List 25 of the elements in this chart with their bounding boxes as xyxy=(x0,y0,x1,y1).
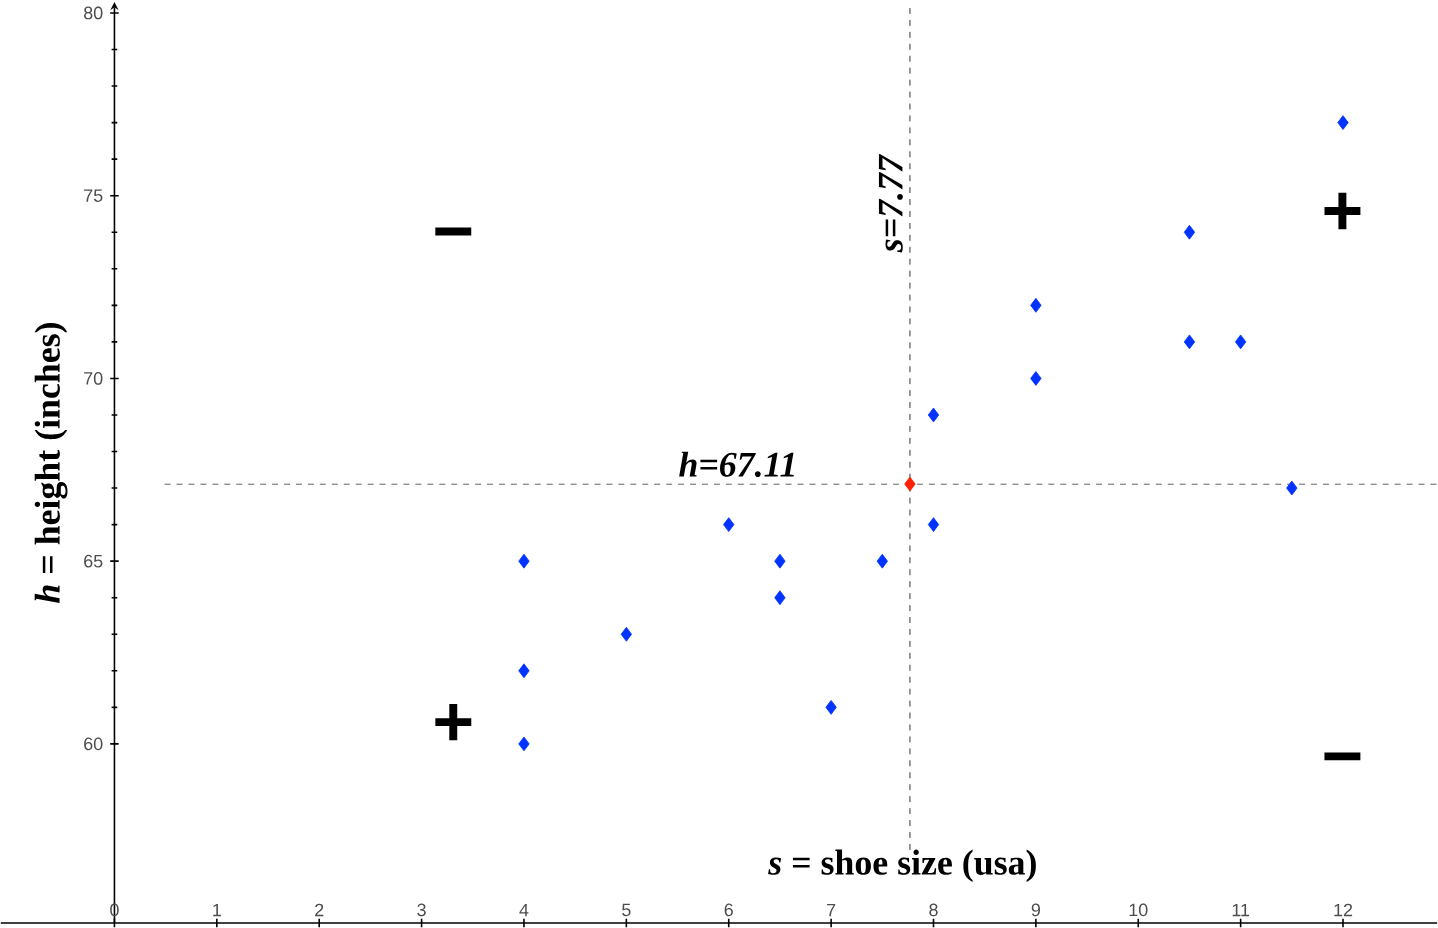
x-tick-label: 10 xyxy=(1129,903,1148,917)
x-tick-label: 8 xyxy=(929,903,938,917)
y-axis-title: h = height (inches) xyxy=(34,323,68,603)
annotation: − xyxy=(1324,752,1361,761)
x-tick-label: 2 xyxy=(315,903,324,917)
y-tick-label: 65 xyxy=(84,554,103,568)
y-tick-label: 80 xyxy=(84,6,103,20)
x-tick-label: 11 xyxy=(1232,903,1250,917)
x-axis-title: s = shoe size (usa) xyxy=(768,849,1036,883)
ref-line-label: h=67.11 xyxy=(679,451,794,478)
x-tick-label: 12 xyxy=(1334,903,1353,917)
ref-line-label: s=7.77 xyxy=(878,154,903,253)
annotation: + xyxy=(435,703,472,741)
x-tick-label: 4 xyxy=(519,903,529,917)
y-tick-label: 70 xyxy=(84,372,103,385)
annotation: + xyxy=(1324,192,1361,230)
x-tick-label: 1 xyxy=(213,903,221,917)
y-tick-label: 75 xyxy=(84,189,103,202)
x-tick-label: 3 xyxy=(417,903,426,917)
x-tick-label: 5 xyxy=(622,903,631,917)
x-tick-label: 9 xyxy=(1031,903,1041,917)
x-tick-label: 7 xyxy=(827,903,836,917)
x-tick-label: 6 xyxy=(724,903,733,917)
y-tick-label: 60 xyxy=(84,737,103,751)
annotation: − xyxy=(435,227,472,236)
